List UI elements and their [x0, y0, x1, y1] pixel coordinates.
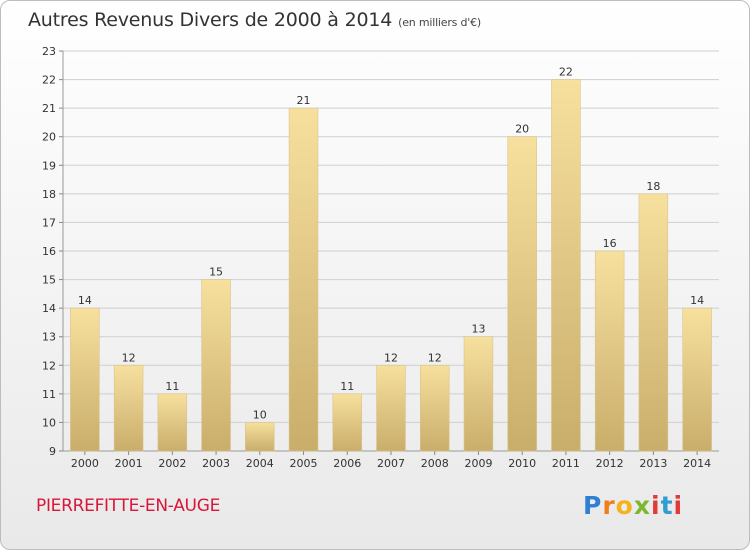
data-label-2001: 12 — [122, 351, 136, 364]
data-label-2004: 10 — [253, 408, 267, 421]
commune-name: PIERREFITTE-EN-AUGE — [36, 496, 221, 516]
bar-2010 — [507, 136, 537, 452]
y-tick-label: 9 — [49, 445, 56, 458]
axes: 9 10 11 12 13 14 15 16 17 18 19 20 21 22 23 2000 2001 200… — [42, 45, 719, 470]
data-label-2007: 12 — [384, 351, 398, 364]
data-label-2008: 12 — [428, 351, 442, 364]
x-tick-label-2014: 2014 — [683, 457, 711, 470]
x-tick-label-2003: 2003 — [202, 457, 230, 470]
y-tick-label: 15 — [42, 274, 56, 287]
x-tick-label-2000: 2000 — [71, 457, 99, 470]
bars — [70, 79, 712, 452]
y-tick-label: 23 — [42, 45, 56, 58]
x-tick-label-2009: 2009 — [464, 457, 492, 470]
data-label-2009: 13 — [471, 323, 485, 336]
y-tick-label: 11 — [42, 388, 56, 401]
bar-2006 — [332, 393, 362, 452]
x-tick-label-2011: 2011 — [552, 457, 580, 470]
y-tick-label: 12 — [42, 359, 56, 372]
bar-2003 — [201, 279, 231, 452]
y-tick-label: 14 — [42, 302, 56, 315]
x-tick-label-2001: 2001 — [115, 457, 143, 470]
data-label-2010: 20 — [515, 123, 529, 136]
bar-2008 — [420, 364, 450, 452]
y-tick-label: 17 — [42, 216, 56, 229]
data-label-2011: 22 — [559, 66, 573, 79]
bar-2012 — [594, 250, 625, 452]
bar-2011 — [551, 79, 581, 452]
bar-2009 — [463, 336, 494, 452]
y-tick-label: 20 — [42, 131, 56, 144]
y-tick-label: 22 — [42, 74, 56, 87]
data-label-2003: 15 — [209, 266, 223, 279]
x-tick-label-2012: 2012 — [596, 457, 624, 470]
chart-title-text: Autres Revenus Divers de 2000 à 2014 — [28, 9, 393, 31]
data-label-2000: 14 — [78, 294, 92, 307]
x-tick-label-2006: 2006 — [333, 457, 361, 470]
bar-2004 — [245, 422, 275, 452]
y-tick-label: 10 — [42, 416, 56, 429]
x-tick-label-2005: 2005 — [290, 457, 318, 470]
data-labels: 14 12 11 15 10 21 11 12 12 13 20 22 16 18 14 — [78, 66, 704, 422]
proxiti-logo: Proxiti — [583, 491, 684, 520]
chart-subtitle: (en milliers d'€) — [398, 16, 482, 29]
bar-2005 — [288, 107, 319, 452]
y-tick-label: 19 — [42, 159, 56, 172]
x-tick-label-2010: 2010 — [508, 457, 536, 470]
x-tick-label-2007: 2007 — [377, 457, 405, 470]
y-tick-label: 21 — [42, 102, 56, 115]
bar-2014 — [682, 307, 712, 452]
x-tick-label-2008: 2008 — [421, 457, 449, 470]
x-tick-label-2004: 2004 — [246, 457, 274, 470]
bar-2001 — [113, 364, 144, 452]
data-label-2012: 16 — [603, 237, 617, 250]
y-tick-label: 16 — [42, 245, 56, 258]
chart-title: Autres Revenus Divers de 2000 à 2014 (en … — [28, 9, 481, 31]
bar-2013 — [638, 193, 669, 452]
x-tick-label-2013: 2013 — [639, 457, 667, 470]
data-label-2014: 14 — [690, 294, 704, 307]
bar-2007 — [376, 364, 406, 452]
data-label-2005: 21 — [297, 94, 311, 107]
y-tick-label: 13 — [42, 331, 56, 344]
x-tick-label-2002: 2002 — [158, 457, 186, 470]
bar-2000 — [70, 307, 100, 452]
data-label-2002: 11 — [165, 380, 179, 393]
data-label-2013: 18 — [646, 180, 660, 193]
y-tick-label: 18 — [42, 188, 56, 201]
data-label-2006: 11 — [340, 380, 354, 393]
bar-2002 — [157, 393, 188, 452]
